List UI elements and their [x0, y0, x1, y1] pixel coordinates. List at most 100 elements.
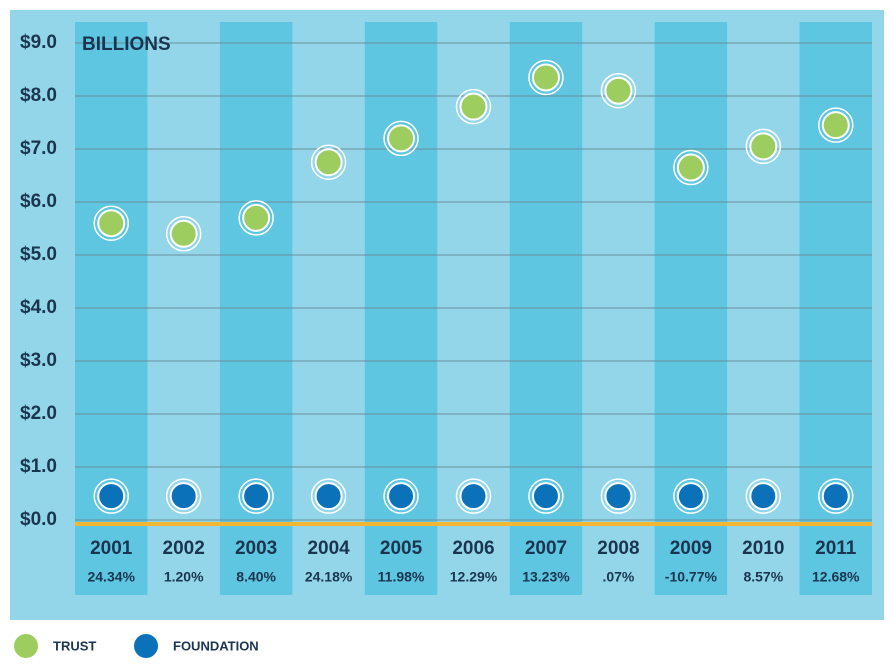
x-tick-label: 2003	[235, 538, 277, 559]
point-part	[673, 478, 709, 514]
point-part	[600, 478, 637, 514]
legend-label: FOUNDATION	[173, 638, 259, 653]
point-part	[238, 478, 274, 514]
point-part	[242, 203, 271, 232]
point	[673, 149, 709, 186]
point-part	[165, 216, 202, 252]
legend-swatch	[14, 634, 38, 658]
return-label: -10.77%	[665, 569, 718, 585]
x-tick-label: 2009	[670, 538, 712, 559]
x-tick-label: 2011	[815, 538, 857, 559]
point	[818, 478, 854, 514]
point-part	[93, 478, 129, 514]
point	[165, 216, 202, 252]
point-part	[383, 120, 419, 157]
x-tick-label: 2008	[597, 538, 639, 559]
point-part	[821, 482, 850, 511]
y-axis-label: BILLIONS	[82, 34, 171, 55]
point-part	[604, 76, 633, 105]
y-tick-label: $7.0	[20, 138, 57, 159]
point	[310, 478, 347, 514]
point-part	[818, 107, 854, 143]
point	[455, 88, 492, 125]
y-tick-label: $5.0	[20, 244, 57, 265]
point	[745, 128, 782, 165]
point	[673, 478, 709, 514]
return-label: 24.34%	[87, 569, 135, 585]
y-tick-label: $3.0	[20, 350, 57, 371]
point-part	[387, 482, 416, 511]
x-tick-label: 2004	[307, 538, 350, 559]
point	[528, 478, 564, 514]
point-part	[242, 482, 271, 511]
point-part	[310, 478, 347, 514]
point-part	[600, 72, 637, 109]
return-label: 24.18%	[305, 569, 353, 585]
point-part	[97, 482, 126, 511]
point-part	[97, 209, 126, 238]
point	[383, 120, 419, 157]
point-part	[238, 200, 274, 236]
x-tick-label: 2001	[90, 538, 133, 559]
return-label: 8.57%	[743, 569, 783, 585]
return-label: .07%	[602, 569, 634, 585]
return-label: 12.68%	[812, 569, 860, 585]
point-part	[604, 482, 633, 511]
point-part	[314, 482, 343, 511]
y-tick-label: $4.0	[20, 297, 57, 318]
return-label: 13.23%	[522, 569, 570, 585]
point-part	[383, 478, 419, 514]
x-tick-label: 2006	[452, 538, 494, 559]
plot-background	[10, 10, 884, 620]
point	[383, 478, 419, 514]
point-part	[821, 111, 850, 140]
x-tick-label: 2005	[380, 538, 423, 559]
point	[455, 478, 492, 514]
point	[93, 205, 129, 241]
point-part	[314, 148, 343, 177]
legend-swatch	[134, 634, 158, 658]
point-part	[459, 482, 488, 511]
y-tick-label: $1.0	[20, 456, 57, 477]
point-part	[169, 482, 198, 511]
point	[528, 59, 564, 96]
y-tick-label: $0.0	[20, 509, 57, 530]
y-tick-label: $6.0	[20, 191, 57, 212]
point	[745, 478, 782, 514]
return-label: 11.98%	[378, 569, 425, 585]
point-part	[676, 153, 705, 182]
point-part	[169, 219, 198, 248]
point-part	[165, 478, 202, 514]
point-part	[459, 92, 488, 121]
point	[310, 144, 347, 180]
point-part	[528, 478, 564, 514]
point	[238, 478, 274, 514]
point	[93, 478, 129, 514]
legend-label: TRUST	[53, 638, 96, 653]
point-part	[310, 144, 347, 180]
x-tick-label: 2002	[163, 538, 205, 559]
y-tick-label: $8.0	[20, 85, 57, 106]
y-tick-label: $9.0	[20, 32, 57, 53]
point-part	[455, 88, 492, 125]
point-part	[455, 478, 492, 514]
point-part	[93, 205, 129, 241]
point-part	[673, 149, 709, 186]
point-part	[818, 478, 854, 514]
return-label: 1.20%	[164, 569, 204, 585]
return-label: 8.40%	[236, 569, 276, 585]
point-part	[531, 63, 560, 92]
point	[600, 72, 637, 109]
return-label: 12.29%	[450, 569, 498, 585]
point	[238, 200, 274, 236]
point-part	[745, 478, 782, 514]
point-part	[749, 482, 778, 511]
point	[600, 478, 637, 514]
point-part	[528, 59, 564, 96]
point	[818, 107, 854, 143]
point-part	[749, 132, 778, 161]
point-part	[387, 124, 416, 153]
x-tick-label: 2010	[742, 538, 784, 559]
point-part	[531, 482, 560, 511]
